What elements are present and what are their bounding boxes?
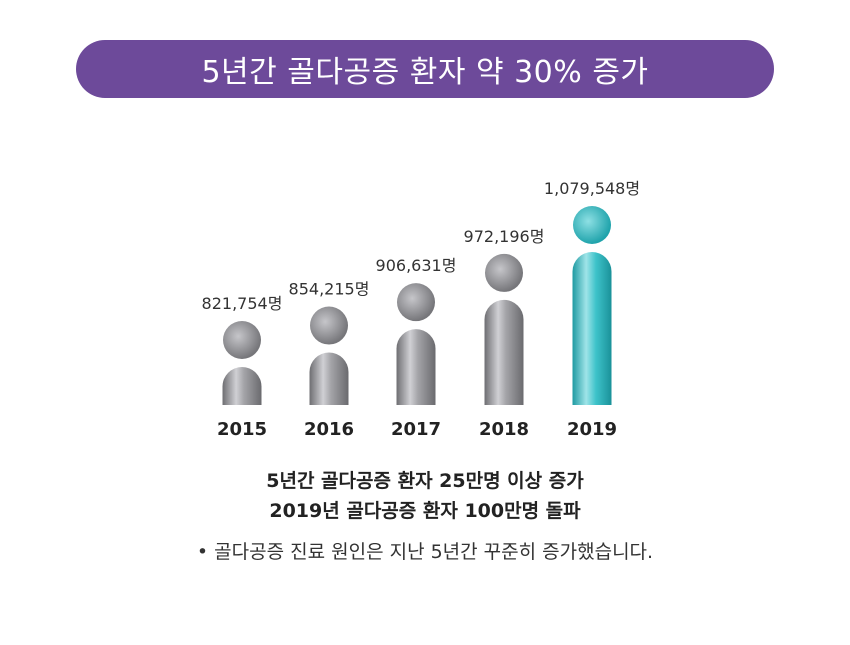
person-head-2015: [223, 321, 261, 359]
person-head-2017: [397, 283, 435, 322]
value-label-2017: 906,631명: [376, 256, 457, 275]
value-label-2019: 1,079,548명: [544, 179, 640, 198]
person-mark-2018: 972,196명 2018: [464, 227, 545, 440]
person-mark-2016: 854,215명 2016: [289, 280, 370, 440]
person-mark-2017: 906,631명 2017: [376, 256, 457, 440]
chart-title: 5년간 골다공증 환자 약 30% 증가: [201, 55, 649, 90]
category-label-2017: 2017: [391, 419, 441, 440]
value-label-2016: 854,215명: [289, 280, 370, 299]
value-label-2018: 972,196명: [464, 227, 545, 246]
person-body-2015: [222, 367, 262, 405]
category-label-2018: 2018: [479, 419, 529, 440]
person-mark-2019: 1,079,548명 2019: [544, 179, 640, 440]
person-body-2018: [484, 299, 524, 405]
person-body-2019: [572, 252, 612, 405]
person-head-2016: [310, 306, 348, 345]
headline-line-1: 5년간 골다공증 환자 25만명 이상 증가: [266, 470, 584, 492]
value-label-2015: 821,754명: [202, 294, 283, 313]
category-label-2016: 2016: [304, 419, 354, 440]
headline-line-2: 2019년 골다공증 환자 100만명 돌파: [269, 500, 581, 522]
footnote: • 골다공증 진료 원인은 지난 5년간 꾸준히 증가했습니다.: [196, 541, 654, 563]
person-body-2016: [309, 352, 349, 405]
category-label-2015: 2015: [217, 419, 267, 440]
title-banner: 5년간 골다공증 환자 약 30% 증가: [76, 40, 774, 98]
category-label-2019: 2019: [567, 419, 617, 440]
person-body-2017: [396, 329, 436, 405]
person-head-2018: [485, 253, 523, 292]
person-mark-2015: 821,754명 2015: [202, 294, 283, 440]
person-head-2019: [573, 206, 611, 244]
